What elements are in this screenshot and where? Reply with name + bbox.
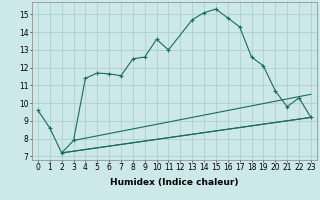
X-axis label: Humidex (Indice chaleur): Humidex (Indice chaleur) xyxy=(110,178,239,187)
